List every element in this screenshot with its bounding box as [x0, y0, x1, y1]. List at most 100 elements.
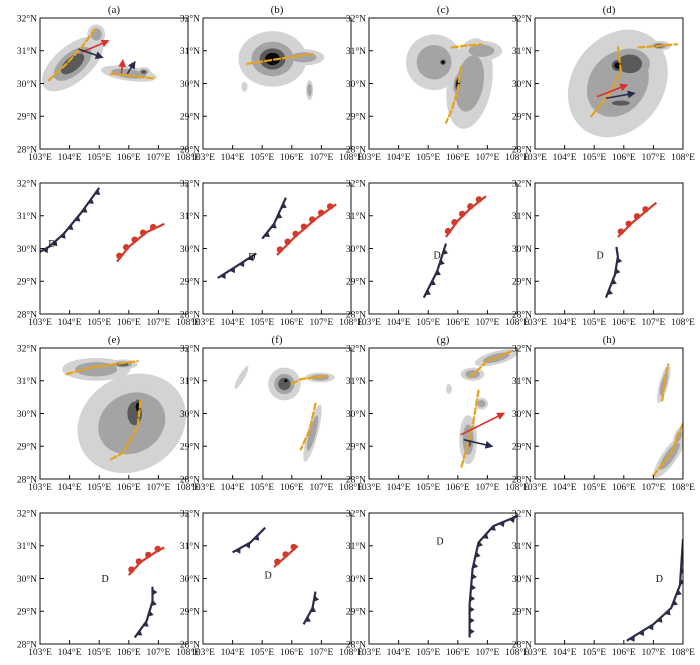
cold-front-barb — [304, 616, 311, 622]
warm-front-bulb — [633, 213, 641, 220]
lon-tick-label: 105°E — [250, 317, 274, 328]
panel-label: (h) — [603, 334, 616, 346]
precip-shade-level-2 — [416, 44, 452, 80]
lat-tick-label: 30°N — [180, 79, 200, 90]
map-frame — [39, 512, 189, 645]
lat-tick-label: 29°N — [346, 277, 366, 288]
warm-front-bulb — [444, 227, 452, 235]
lon-tick-label: 104°E — [221, 152, 245, 163]
cold-front — [133, 586, 158, 639]
lat-tick-label: 29°N — [180, 607, 200, 618]
map-frame — [202, 347, 352, 480]
warm-front-bulb — [123, 244, 130, 251]
warm-front — [444, 195, 487, 238]
lon-tick-label: 104°E — [553, 317, 577, 328]
lon-tick-label: 108°E — [505, 317, 529, 328]
lat-tick-label: 28°N — [512, 144, 532, 155]
cold-front-barb — [94, 189, 101, 195]
panel-label: (b) — [271, 4, 284, 16]
precip-shade-level-2 — [659, 442, 680, 470]
lon-tick-label: 106°E — [612, 152, 636, 163]
lat-tick-label: 32°N — [180, 178, 200, 189]
lat-tick-label: 29°N — [17, 607, 37, 618]
lon-tick-label: 107°E — [146, 317, 170, 328]
wind-arrow-navy — [126, 60, 136, 75]
cold-front-barb — [87, 198, 94, 204]
warm-front — [127, 545, 165, 576]
wind-arrow-red — [596, 83, 629, 98]
lat-tick-label: 30°N — [512, 79, 532, 90]
lat-tick-label: 29°N — [17, 277, 37, 288]
lat-tick-label: 29°N — [346, 442, 366, 453]
lon-tick-label: 106°E — [280, 482, 304, 493]
precip-shade-level-4 — [265, 52, 281, 66]
lon-tick-label: 104°E — [58, 317, 82, 328]
lat-tick-label: 30°N — [512, 409, 532, 420]
lon-tick-label: 106°E — [612, 317, 636, 328]
lon-tick-label: 108°E — [671, 317, 695, 328]
shear-line — [450, 43, 483, 49]
warm-front-bulb — [317, 209, 325, 216]
lat-tick-label: 31°N — [346, 46, 366, 57]
cold-front-barb — [151, 600, 157, 607]
cold-front-barb — [276, 212, 283, 219]
cold-front-barb — [680, 578, 683, 586]
cold-front-barb — [229, 267, 235, 274]
lon-tick-label: 106°E — [446, 647, 470, 658]
cold-front — [232, 526, 266, 554]
lat-tick-label: 29°N — [346, 607, 366, 618]
shear-line — [109, 399, 142, 461]
shear-line — [47, 26, 98, 82]
lat-tick-label: 31°N — [512, 211, 532, 222]
lat-tick-label: 29°N — [17, 442, 37, 453]
shear-line — [290, 374, 329, 386]
lat-tick-label: 29°N — [512, 442, 532, 453]
cold-front-barb — [74, 215, 81, 222]
lon-tick-label: 105°E — [582, 317, 606, 328]
warm-front-bulb — [309, 216, 316, 223]
warm-front-bulb — [154, 545, 161, 553]
lat-tick-label: 28°N — [180, 474, 200, 485]
lat-tick-label: 32°N — [17, 13, 37, 24]
cold-front-barb — [310, 606, 317, 613]
lon-tick-label: 108°E — [671, 482, 695, 493]
lon-tick-label: 104°E — [553, 152, 577, 163]
low-pressure-marker: D — [436, 536, 443, 547]
lon-tick-label: 108°E — [671, 152, 695, 163]
wind-arrow-navy — [463, 438, 494, 449]
lat-tick-label: 31°N — [512, 541, 532, 552]
lat-tick-label: 30°N — [512, 244, 532, 255]
lat-tick-label: 32°N — [180, 343, 200, 354]
lat-tick-label: 28°N — [512, 474, 532, 485]
lon-tick-label: 108°E — [671, 647, 695, 658]
cold-front-barb — [477, 541, 484, 548]
precip-shade-level-4 — [135, 402, 140, 412]
warm-front-bulb — [135, 558, 143, 565]
lat-tick-label: 29°N — [512, 112, 532, 123]
lat-tick-label: 32°N — [346, 508, 366, 519]
cold-front — [626, 539, 683, 642]
lat-tick-label: 29°N — [180, 277, 200, 288]
lon-tick-label: 103°E — [191, 482, 215, 493]
cold-front — [604, 246, 623, 298]
lon-tick-label: 105°E — [582, 482, 606, 493]
panel-label: (f) — [272, 334, 283, 346]
cold-front-barb — [614, 268, 621, 275]
cold-front-barb — [508, 517, 515, 523]
precip-shade-level-3 — [611, 100, 630, 106]
shear-line — [299, 402, 317, 451]
cold-front-barb — [430, 279, 436, 286]
lon-tick-label: 104°E — [553, 482, 577, 493]
lon-tick-label: 107°E — [475, 647, 499, 658]
warm-front-bulb — [131, 236, 138, 243]
lon-tick-label: 106°E — [280, 317, 304, 328]
warm-front-bulb — [276, 246, 284, 253]
cold-front-barb — [147, 610, 154, 617]
panel-content: D — [232, 526, 320, 625]
lon-tick-label: 107°E — [309, 482, 333, 493]
low-pressure-marker: D — [48, 239, 55, 250]
